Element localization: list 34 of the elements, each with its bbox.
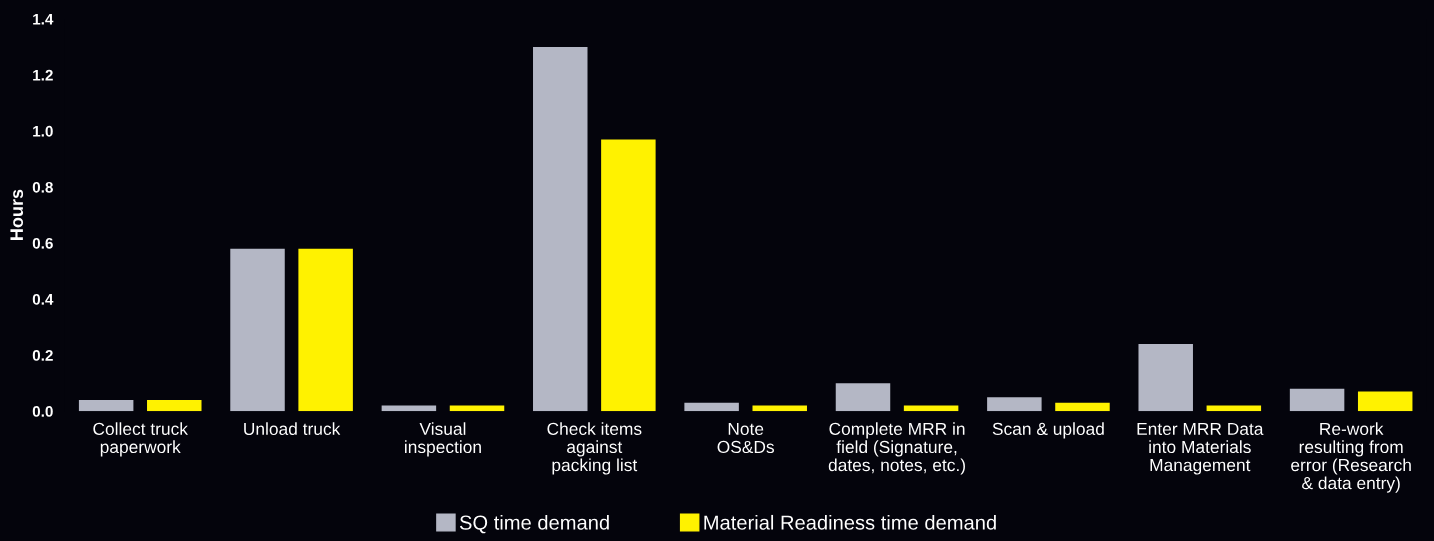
legend-label: Material Readiness time demand [704,514,996,530]
y-tick-label: 1.0 [33,125,53,137]
bar [533,46,588,412]
bar [1289,388,1345,412]
y-tick-label: 1.4 [33,13,54,25]
bar [684,402,739,412]
x-tick-label: Enter MRR Data into Materials Management [1137,422,1264,475]
y-tick-label: 0.6 [32,237,53,249]
bar [1357,391,1413,412]
y-tick-label: 0.2 [32,350,53,361]
x-tick-label: Scan & upload [992,422,1104,439]
bar [147,399,202,412]
x-tick-label: Complete MRR in field (Signature, dates, notes, etc.) [828,422,965,475]
bar [987,397,1042,412]
y-tick-label: 1.2 [33,69,53,81]
y-axis-title: Hours [10,189,24,240]
x-tick-label: Note OS&Ds [717,422,774,454]
y-tick-label: 0.0 [32,406,53,417]
legend-label: SQ time demand [459,514,609,534]
x-tick-label: Re-work resulting from error (Research & data entry) [1291,422,1411,493]
bar [1055,402,1110,412]
x-tick-label: Unload truck [244,422,341,436]
bar [230,248,285,412]
bar [78,399,134,412]
x-tick-label: Check items against packing list [547,422,642,475]
y-tick-label: 0.8 [32,181,53,193]
bar [298,248,353,412]
bar [1138,343,1193,412]
bar [835,383,891,412]
x-tick-label: Collect truck paperwork [93,422,188,457]
x-tick-label: Visual inspection [405,422,481,457]
bar [601,139,656,412]
bar [752,405,807,412]
y-tick-label: 0.4 [32,293,54,305]
